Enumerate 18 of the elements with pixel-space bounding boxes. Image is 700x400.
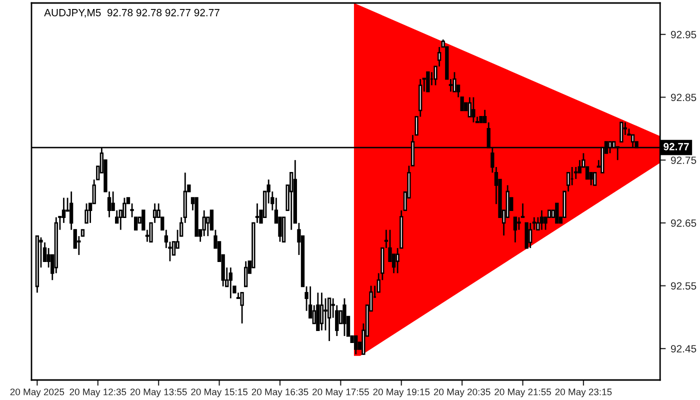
x-tick-label: 20 May 20:35 bbox=[434, 388, 490, 398]
x-tick-label: 20 May 21:55 bbox=[494, 388, 551, 398]
x-tick-label: 20 May 19:15 bbox=[373, 388, 430, 398]
chart-title: AUDJPY,M5 92.78 92.78 92.77 92.77 bbox=[44, 8, 220, 18]
x-tick-label: 20 May 17:55 bbox=[312, 388, 369, 398]
y-tick-label: 92.75 bbox=[671, 156, 696, 164]
x-tick-label: 20 May 13:55 bbox=[130, 388, 187, 398]
x-tick-label: 20 May 15:15 bbox=[191, 388, 248, 398]
x-tick-label: 20 May 16:35 bbox=[252, 388, 308, 398]
y-tick-label: 92.45 bbox=[671, 345, 696, 352]
y-tick-label: 92.55 bbox=[671, 282, 696, 290]
y-tick-label: 92.95 bbox=[671, 30, 696, 38]
ref-line-label: 92.77 bbox=[664, 142, 689, 150]
x-tick-label: 20 May 23:15 bbox=[555, 388, 612, 398]
y-tick-label: 92.65 bbox=[671, 219, 696, 227]
y-tick-label: 92.85 bbox=[671, 94, 696, 102]
x-tick-label: 20 May 2025 bbox=[10, 388, 64, 398]
x-tick-label: 20 May 12:35 bbox=[70, 388, 126, 398]
